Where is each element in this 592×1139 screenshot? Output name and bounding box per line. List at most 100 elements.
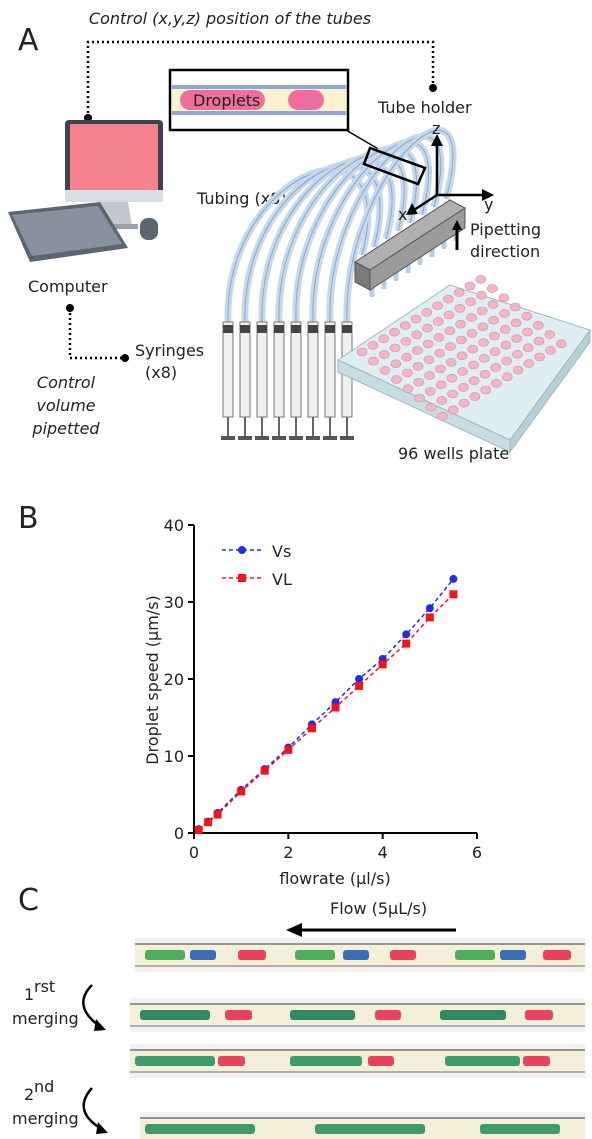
droplet-inset	[168, 68, 381, 151]
well	[368, 356, 379, 366]
droplet	[343, 950, 369, 960]
well	[468, 376, 480, 386]
data-point	[355, 675, 364, 683]
merging-number: 2	[24, 1085, 34, 1104]
control-volume-label: pipetted	[31, 419, 100, 438]
well	[399, 321, 411, 330]
y-tick-label: 20	[164, 670, 184, 689]
droplet	[543, 950, 571, 960]
well	[414, 393, 425, 403]
syringe-barrel	[307, 321, 319, 418]
well	[480, 385, 492, 395]
well	[432, 301, 443, 311]
well	[476, 306, 488, 316]
x-tick-label: 0	[189, 843, 199, 862]
well	[512, 350, 523, 359]
control-position-label: Control (x,y,z) position of the tubes	[89, 9, 371, 28]
axis-y-label: y	[484, 195, 493, 214]
well	[479, 369, 491, 379]
pipetting-label: direction	[470, 242, 540, 261]
droplet	[525, 1010, 553, 1020]
syringe-barrel	[324, 321, 336, 418]
droplet	[368, 1056, 394, 1066]
syringe-plunger-tip	[240, 325, 250, 333]
data-point	[204, 818, 213, 827]
well	[436, 396, 448, 405]
droplet	[225, 1010, 252, 1020]
syringe-barrel	[273, 321, 285, 418]
well	[356, 347, 368, 357]
well	[424, 371, 435, 380]
well	[500, 340, 512, 350]
tubing-label: Tubing (x8)	[196, 189, 287, 208]
series-line	[198, 593, 454, 831]
data-point	[307, 724, 316, 733]
well	[486, 284, 498, 293]
well	[489, 331, 500, 341]
x-tick-label: 2	[283, 843, 293, 862]
well	[466, 313, 477, 322]
flow-arrow-head	[286, 923, 302, 937]
well	[465, 297, 477, 307]
well	[445, 342, 456, 351]
well	[478, 338, 489, 347]
syringe-plunger-tip	[274, 325, 284, 333]
panel-label: B	[18, 501, 39, 536]
coordinate-axes	[406, 134, 494, 215]
droplet	[315, 1124, 425, 1134]
syringe-thumb	[340, 436, 354, 440]
tube-edge	[329, 136, 442, 323]
syringe-plunger-tip	[308, 325, 318, 333]
well	[402, 384, 414, 394]
merging-superscript: rst	[34, 977, 55, 996]
well	[390, 359, 402, 369]
well	[509, 302, 521, 312]
y-tick-label: 30	[164, 593, 184, 612]
well	[445, 358, 457, 367]
y-axis-label: Droplet speed (µm/s)	[143, 595, 162, 765]
well	[422, 323, 433, 333]
data-point	[402, 639, 411, 648]
syringe-plunger-tip	[257, 325, 267, 333]
computer-icon	[8, 120, 163, 262]
droplet-strips	[130, 938, 585, 1139]
well	[367, 341, 379, 350]
well	[454, 304, 466, 313]
connector-dot	[121, 354, 129, 362]
legend-label: VL	[272, 570, 292, 589]
control-volume-label: Control	[37, 373, 96, 392]
well	[444, 326, 456, 336]
y-tick-label: 10	[164, 747, 184, 766]
well	[435, 380, 447, 390]
well	[532, 321, 544, 330]
well	[401, 352, 412, 362]
droplets-label: Droplets	[193, 91, 260, 110]
legend-label: Vs	[272, 542, 291, 561]
data-point	[260, 766, 269, 775]
droplet	[455, 950, 495, 960]
droplet	[218, 1056, 245, 1066]
well	[533, 336, 545, 346]
well	[501, 356, 512, 366]
well	[522, 343, 534, 353]
panel-label: A	[18, 23, 39, 58]
y-tick-label: 40	[164, 516, 184, 535]
y-tick-label: 0	[174, 824, 184, 843]
well	[512, 365, 524, 375]
dotted-connector	[68, 308, 125, 360]
well	[499, 309, 510, 318]
droplet	[480, 1124, 560, 1134]
well	[464, 281, 476, 291]
well	[545, 346, 556, 355]
syringe-thumb	[272, 436, 286, 440]
well	[534, 352, 546, 362]
well	[499, 325, 511, 334]
droplet	[445, 1056, 520, 1066]
pipetting-arrow-head	[452, 220, 462, 230]
well	[453, 288, 465, 297]
well	[510, 318, 522, 328]
merging-superscript: nd	[34, 1077, 54, 1096]
connector-dot	[429, 84, 437, 92]
well	[410, 314, 422, 324]
